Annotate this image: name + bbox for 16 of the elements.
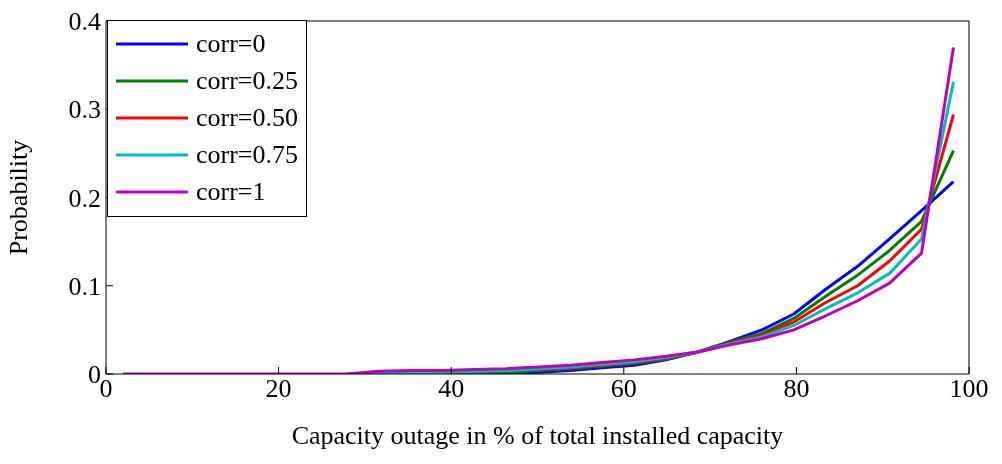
x-tick-label: 60 bbox=[610, 374, 637, 404]
legend-label: corr=0.50 bbox=[196, 102, 299, 133]
x-tick-label: 20 bbox=[265, 374, 292, 404]
y-tick-label: 0.3 bbox=[68, 95, 101, 125]
legend-label: corr=0.75 bbox=[196, 139, 299, 170]
x-tick-label: 100 bbox=[949, 374, 989, 404]
y-tick-label: 0.1 bbox=[68, 271, 101, 301]
y-tick-label: 0.4 bbox=[68, 7, 101, 37]
x-tick-label: 80 bbox=[783, 374, 810, 404]
x-axis-title: Capacity outage in % of total installed capacity bbox=[291, 421, 784, 450]
x-tick-label: 40 bbox=[438, 374, 465, 404]
y-axis-title: Probability bbox=[4, 139, 34, 256]
legend-label: corr=1 bbox=[196, 176, 266, 207]
y-tick-label: 0.2 bbox=[68, 183, 101, 213]
legend-label: corr=0.25 bbox=[196, 65, 299, 96]
legend-label: corr=0 bbox=[196, 28, 266, 59]
